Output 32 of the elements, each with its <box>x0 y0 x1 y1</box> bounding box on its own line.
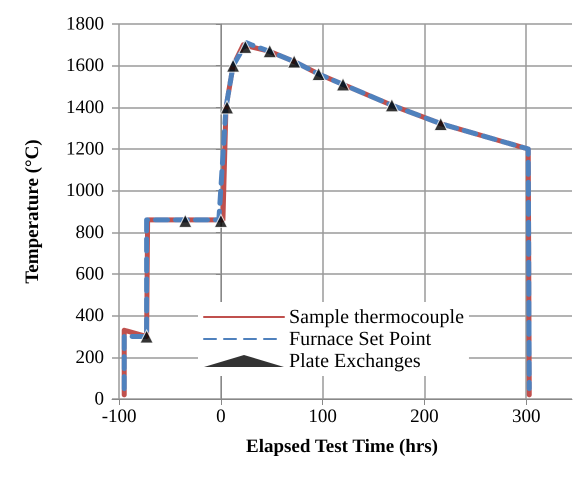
y-tick-label: 400 <box>76 305 104 326</box>
point <box>178 214 192 228</box>
legend-label: Furnace Set Point <box>289 328 432 350</box>
point <box>262 44 277 58</box>
y-tick-label: 0 <box>94 388 104 410</box>
y-tick-label: 600 <box>76 264 104 284</box>
legend-label: Sample thermocouple <box>289 306 464 328</box>
x-tick-label: 0 <box>216 406 226 427</box>
y-tick-label: 800 <box>76 222 104 243</box>
y-tick-label: 1000 <box>66 180 104 202</box>
y-tick-label: 1200 <box>66 138 104 160</box>
y-tick-label: 1800 <box>66 14 104 34</box>
y-tick-label: 1400 <box>66 96 104 118</box>
point <box>336 77 350 92</box>
x-tick-label: 300 <box>512 406 540 427</box>
y-tick-label: 1600 <box>66 55 104 76</box>
y-tick-label: 200 <box>76 346 104 368</box>
y-axis-title: Temperature (°C) <box>22 139 43 284</box>
point <box>238 40 252 54</box>
point <box>226 58 240 73</box>
x-tick-label: 200 <box>410 406 439 427</box>
x-axis-title: Elapsed Test Time (hrs) <box>246 436 438 457</box>
point <box>312 67 326 81</box>
x-tick-label: 100 <box>308 406 337 427</box>
point <box>140 330 154 344</box>
point <box>384 98 399 112</box>
point <box>434 117 448 131</box>
legend-label: Plate Exchanges <box>289 350 421 372</box>
point <box>214 214 228 228</box>
point <box>287 54 302 68</box>
x-tick-label: -100 <box>102 406 137 427</box>
point <box>220 100 234 114</box>
